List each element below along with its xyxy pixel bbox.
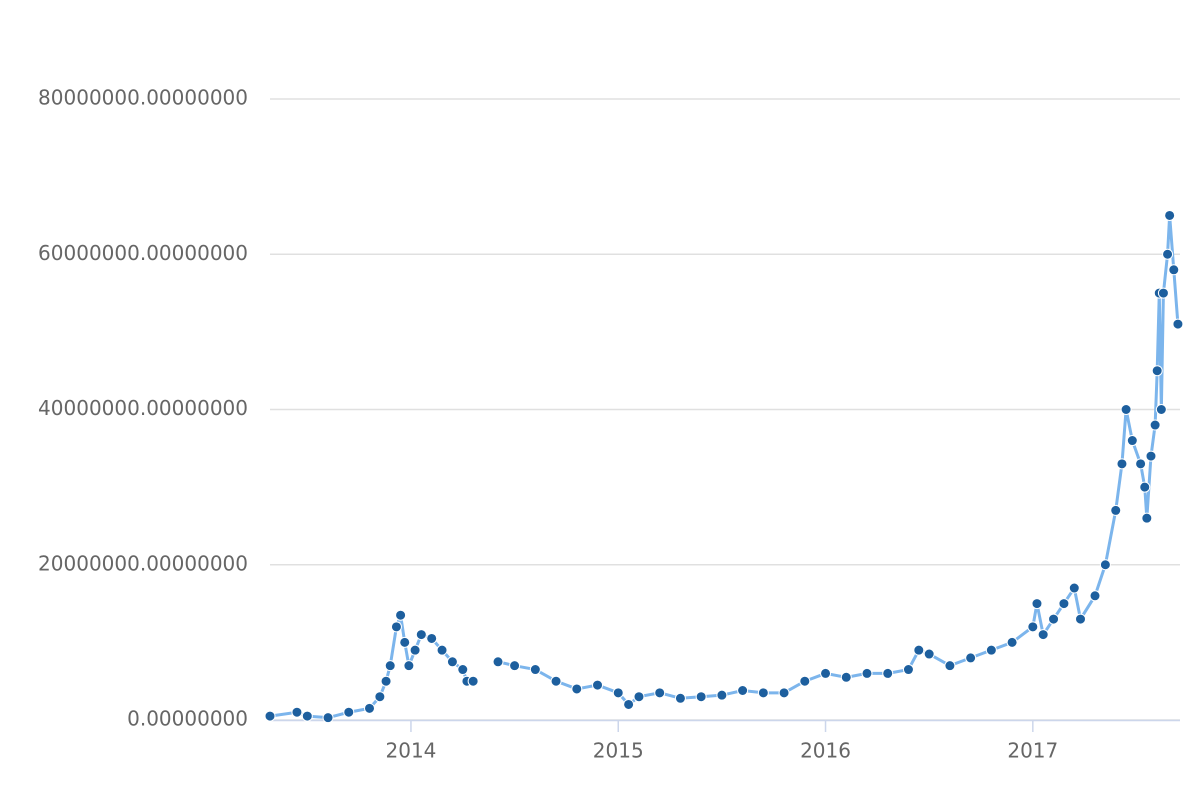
data-point <box>264 710 276 722</box>
x-tick-label: 2014 <box>386 739 437 763</box>
data-point <box>861 667 873 679</box>
data-point <box>623 698 635 710</box>
data-point <box>467 675 479 687</box>
data-point <box>1068 582 1080 594</box>
data-point <box>446 656 458 668</box>
y-tick-label: 60000000.00000000 <box>38 241 248 265</box>
data-point <box>1157 287 1169 299</box>
data-point <box>1151 365 1163 377</box>
data-point <box>571 683 583 695</box>
data-point <box>840 671 852 683</box>
data-point <box>820 667 832 679</box>
data-point <box>1006 636 1018 648</box>
data-point <box>913 644 925 656</box>
data-point <box>1075 613 1087 625</box>
data-point <box>1099 559 1111 571</box>
data-point <box>654 687 666 699</box>
data-point <box>757 687 769 699</box>
data-point <box>902 664 914 676</box>
data-point <box>1155 404 1167 415</box>
y-tick-label: 20000000.00000000 <box>38 551 248 575</box>
data-point <box>1164 209 1176 221</box>
data-point <box>882 667 894 679</box>
data-point <box>301 710 313 722</box>
data-point <box>1135 458 1147 470</box>
data-point <box>384 660 396 672</box>
data-point <box>1162 248 1174 260</box>
data-point <box>409 644 421 656</box>
data-point <box>390 621 402 633</box>
data-point <box>457 664 469 676</box>
data-point <box>674 692 686 704</box>
data-point <box>1172 318 1184 330</box>
data-point <box>322 712 334 724</box>
data-point <box>965 652 977 664</box>
x-tick-label: 2015 <box>593 739 644 763</box>
y-tick-label: 0.00000000 <box>127 707 248 731</box>
data-point <box>1058 598 1070 610</box>
data-point <box>1089 590 1101 602</box>
data-point <box>985 644 997 656</box>
data-point <box>592 679 604 691</box>
data-point <box>1145 450 1157 462</box>
data-point <box>415 629 427 641</box>
data-point <box>695 691 707 703</box>
data-point <box>1037 629 1049 641</box>
data-point <box>799 675 811 687</box>
data-point <box>737 685 749 697</box>
y-tick-label: 40000000.00000000 <box>38 396 248 420</box>
data-point <box>923 648 935 660</box>
data-point <box>343 706 355 718</box>
data-point <box>529 664 541 676</box>
data-point <box>1120 404 1132 415</box>
data-point <box>374 691 386 703</box>
data-point <box>403 660 415 672</box>
data-point <box>1149 419 1161 431</box>
data-point <box>399 636 411 648</box>
x-tick-label: 2017 <box>1007 739 1058 763</box>
data-point <box>1141 512 1153 524</box>
data-point <box>944 660 956 672</box>
data-point <box>1116 458 1128 470</box>
data-point <box>436 644 448 656</box>
data-point <box>1048 613 1060 625</box>
data-point <box>550 675 562 687</box>
data-point <box>426 632 438 644</box>
y-tick-label: 80000000.00000000 <box>38 86 248 110</box>
data-point <box>492 656 504 668</box>
data-point <box>716 689 728 701</box>
data-point <box>1168 264 1180 276</box>
data-point <box>612 687 624 699</box>
data-point <box>1126 435 1138 447</box>
data-point <box>1027 621 1039 633</box>
data-point <box>363 702 375 714</box>
data-point <box>291 706 303 718</box>
data-point <box>380 675 392 687</box>
data-point <box>1031 598 1043 610</box>
data-point <box>1139 481 1151 493</box>
data-point <box>509 660 521 672</box>
data-point <box>633 691 645 703</box>
data-point <box>395 609 407 621</box>
x-tick-label: 2016 <box>800 739 851 763</box>
data-point <box>778 687 790 699</box>
data-point <box>1110 504 1122 516</box>
